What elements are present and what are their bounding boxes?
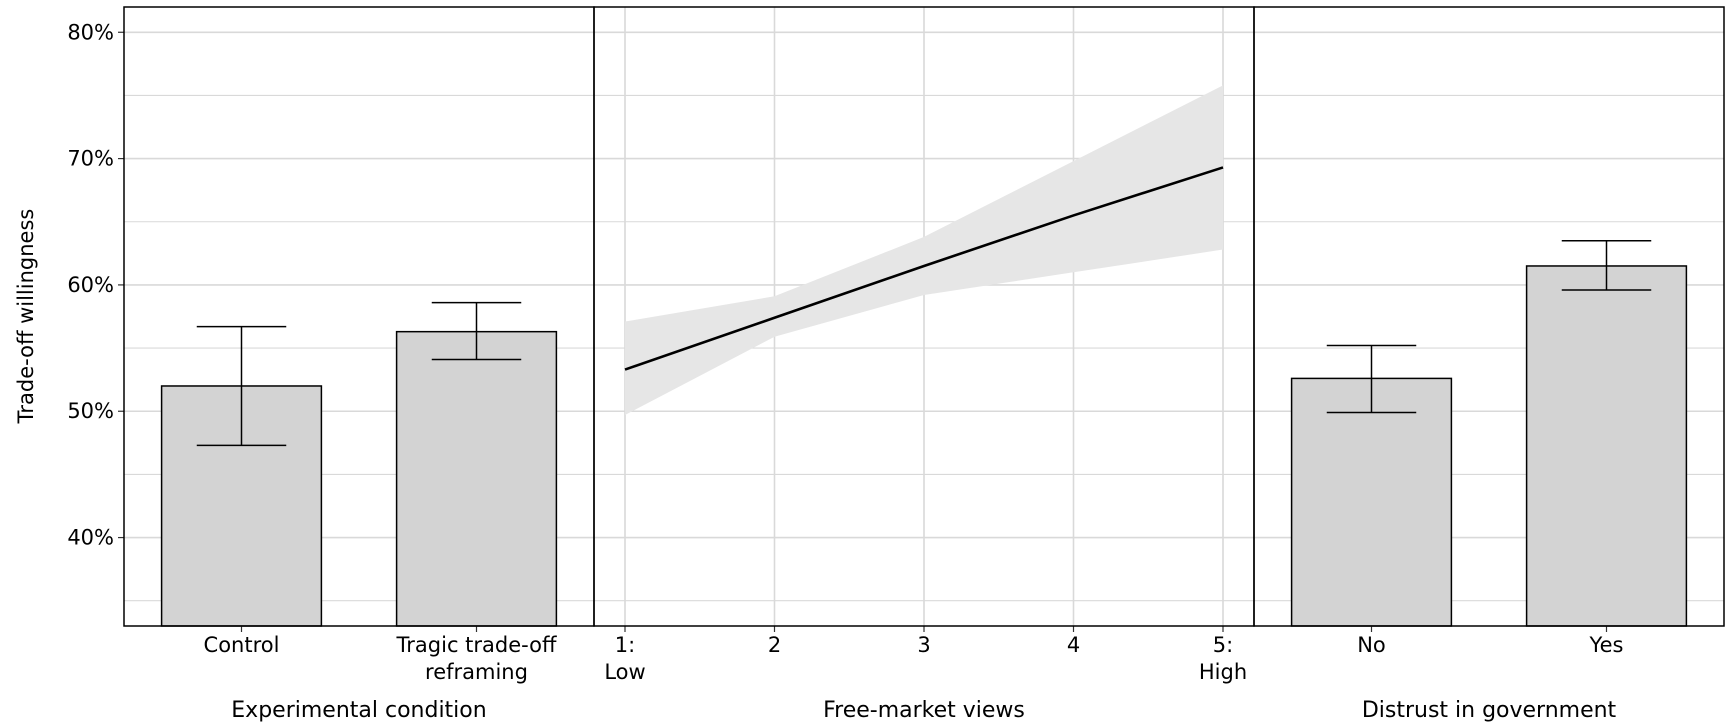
bar bbox=[395, 330, 558, 627]
y-tick-label: 50% bbox=[67, 399, 114, 423]
bar bbox=[1525, 265, 1688, 627]
y-axis-title: Trade-off willingness bbox=[14, 209, 38, 425]
bar bbox=[1290, 377, 1453, 627]
x-tick-label: Tragic trade-off bbox=[396, 633, 557, 657]
x-tick-label: 2 bbox=[768, 633, 781, 657]
x-tick-label: 1: bbox=[615, 633, 635, 657]
trend-line bbox=[624, 166, 1224, 371]
x-tick-label: Control bbox=[204, 633, 280, 657]
x-tick-label: 4 bbox=[1067, 633, 1080, 657]
frame-layer bbox=[118, 6, 1725, 632]
confidence-band bbox=[625, 85, 1223, 416]
y-tick-label: 70% bbox=[67, 147, 114, 171]
y-tick-label: 80% bbox=[67, 20, 114, 44]
grid-layer bbox=[124, 7, 1724, 626]
panel-frame bbox=[1253, 6, 1725, 627]
x-tick-label: Low bbox=[604, 660, 645, 684]
x-axis-title: Free-market views bbox=[823, 698, 1025, 723]
x-tick-label: Yes bbox=[1589, 633, 1624, 657]
x-tick-label: 5: bbox=[1213, 633, 1233, 657]
x-axis-title: Experimental condition bbox=[231, 698, 486, 723]
text-layer: 40% 50% 60% 70% 80% Control Tragic trade-off re… bbox=[67, 20, 1623, 723]
y-tick-label: 40% bbox=[67, 526, 114, 550]
y-tick-label: 60% bbox=[67, 273, 114, 297]
x-tick-label: No bbox=[1357, 633, 1386, 657]
x-axis-title: Distrust in government bbox=[1362, 698, 1617, 723]
x-tick-label: 3 bbox=[917, 633, 930, 657]
x-tick-label: reframing bbox=[425, 660, 528, 684]
marks-layer bbox=[160, 85, 1688, 627]
x-tick-label: High bbox=[1199, 660, 1247, 684]
